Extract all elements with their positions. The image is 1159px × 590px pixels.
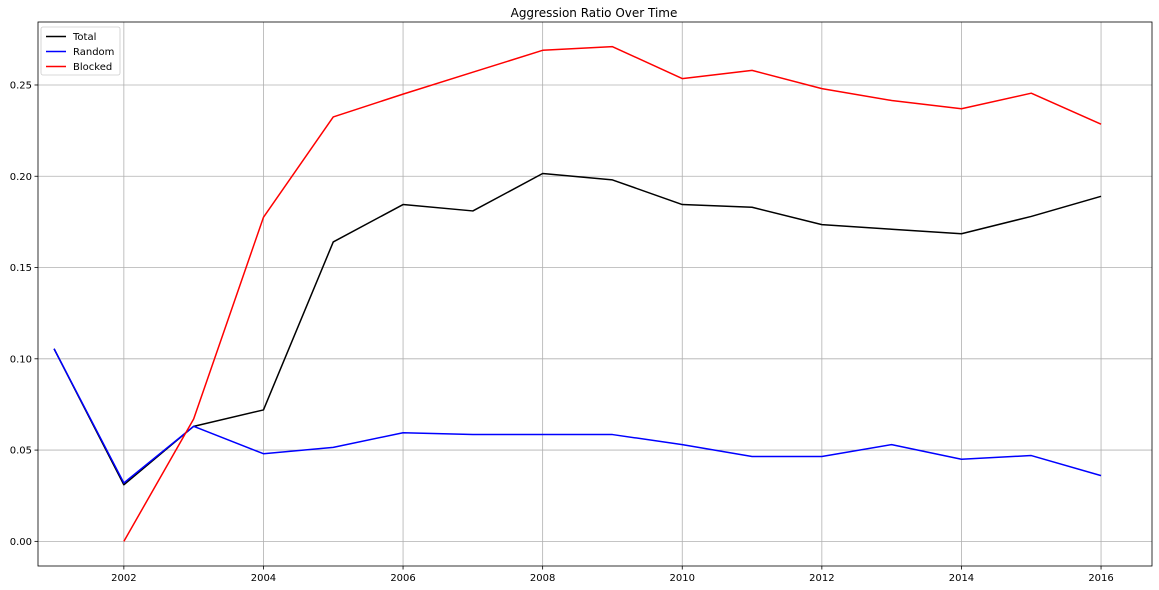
plot-area xyxy=(38,22,1152,566)
legend-label-random: Random xyxy=(73,47,114,58)
x-tick-label: 2016 xyxy=(1088,573,1113,584)
series-line-random xyxy=(53,348,1102,484)
x-tick-label: 2010 xyxy=(670,573,695,584)
y-tick-label: 0.05 xyxy=(10,446,32,457)
x-tick-label: 2012 xyxy=(809,573,834,584)
x-tick-label: 2008 xyxy=(530,573,555,584)
y-tick-label: 0.15 xyxy=(10,263,32,274)
y-tick-label: 0.25 xyxy=(10,80,32,91)
y-tick-label: 0.10 xyxy=(10,354,32,365)
x-tick-label: 2006 xyxy=(390,573,415,584)
y-axis: 0.00 0.05 0.10 0.15 0.20 0.25 xyxy=(10,80,38,548)
chart-title: Aggression Ratio Over Time xyxy=(511,6,678,20)
y-tick-label: 0.00 xyxy=(10,537,32,548)
legend-label-total: Total xyxy=(72,32,96,43)
legend-label-blocked: Blocked xyxy=(73,62,112,73)
x-tick-label: 2014 xyxy=(949,573,974,584)
x-tick-label: 2002 xyxy=(111,573,136,584)
x-axis: 2002 2004 2006 2008 2010 2012 2014 2016 xyxy=(111,566,1114,584)
grid-layer xyxy=(38,22,1152,566)
y-tick-label: 0.20 xyxy=(10,172,32,183)
plot-border xyxy=(37,21,1153,567)
legend-box xyxy=(40,26,121,76)
series-line-total xyxy=(53,172,1102,486)
legend: Total Random Blocked xyxy=(40,26,121,76)
x-tick-label: 2004 xyxy=(251,573,276,584)
series-layer xyxy=(53,45,1102,542)
